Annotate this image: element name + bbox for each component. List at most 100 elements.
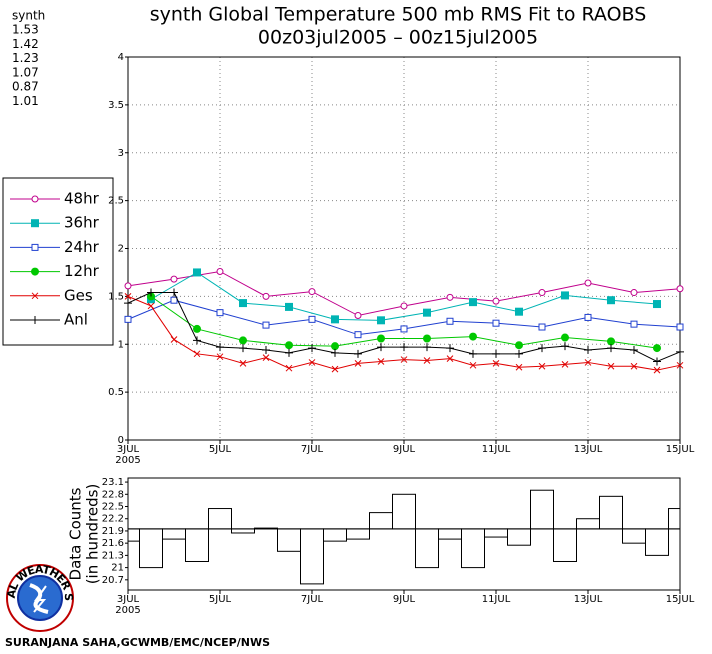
- marker: [193, 268, 201, 277]
- legend-label: 24hr: [64, 238, 100, 256]
- marker: [469, 349, 477, 358]
- count-bar: [461, 528, 485, 569]
- x-tick-label: 7JUL: [301, 444, 324, 455]
- marker: [561, 342, 569, 351]
- y-tick-label: 4: [118, 52, 124, 63]
- legend-label: 48hr: [64, 190, 100, 208]
- marker: [308, 344, 316, 353]
- x-tick-label: 9JUL: [393, 594, 416, 605]
- marker: [331, 348, 339, 357]
- marker: [676, 361, 684, 369]
- series-mean: 1.42: [12, 37, 39, 51]
- chart-title: synth Global Temperature 500 mb RMS Fit …: [150, 4, 647, 26]
- count-bar: [139, 528, 163, 569]
- series-mean: 0.87: [12, 80, 39, 94]
- marker: [584, 359, 592, 366]
- legend-marker: [31, 316, 39, 324]
- legend-label: Ges: [64, 286, 93, 304]
- marker: [561, 291, 569, 300]
- marker: [331, 365, 339, 373]
- marker: [354, 331, 362, 339]
- y-tick-label: 1.5: [108, 291, 124, 302]
- marker: [538, 362, 546, 370]
- marker: [354, 349, 362, 358]
- y-tick-label: 3.5: [108, 100, 124, 111]
- marker: [377, 358, 385, 365]
- marker: [377, 343, 385, 352]
- x-tick-label: 15JUL: [666, 444, 695, 455]
- count-bar: [484, 528, 508, 538]
- y-tick-label: 23.1: [102, 477, 124, 488]
- legend-marker: [31, 195, 39, 203]
- marker: [377, 316, 385, 325]
- legend-marker: [31, 267, 39, 276]
- x-tick-label: 3JUL: [117, 444, 140, 455]
- marker: [239, 336, 247, 345]
- marker: [400, 325, 408, 333]
- marker: [354, 312, 362, 320]
- marker: [124, 299, 132, 308]
- marker: [262, 354, 270, 362]
- marker: [193, 350, 201, 358]
- marker: [630, 320, 638, 328]
- marker: [377, 334, 385, 343]
- y-tick-label: 2: [118, 244, 124, 255]
- marker: [607, 296, 615, 305]
- series-mean: 1.53: [12, 23, 39, 37]
- count-bar: [277, 528, 301, 552]
- marker: [561, 361, 569, 368]
- x-year-label: 2005: [115, 605, 140, 616]
- marker: [630, 289, 638, 297]
- y-tick-label: 21.9: [102, 526, 124, 537]
- marker: [653, 344, 661, 353]
- x-tick-label: 9JUL: [393, 444, 416, 455]
- count-bar: [599, 495, 623, 530]
- marker: [469, 361, 477, 369]
- marker: [331, 315, 339, 324]
- model-label: synth: [12, 9, 45, 23]
- y-axis-label: (in hundreds): [84, 484, 102, 585]
- series-line: [150, 295, 658, 349]
- marker: [492, 349, 500, 358]
- y-tick-label: 21.6: [102, 538, 124, 549]
- marker: [216, 343, 224, 352]
- marker: [515, 349, 523, 358]
- count-bar: [415, 528, 439, 569]
- x-tick-label: 13JUL: [574, 594, 603, 605]
- marker: [653, 357, 661, 366]
- marker: [308, 359, 316, 366]
- legend-label: Anl: [64, 311, 88, 329]
- marker: [124, 315, 132, 323]
- count-bar: [507, 528, 531, 546]
- count-bar: [231, 528, 255, 534]
- marker: [492, 360, 500, 367]
- legend-label: 36hr: [64, 214, 100, 232]
- marker: [285, 302, 293, 311]
- marker: [538, 289, 546, 297]
- marker: [446, 355, 454, 362]
- count-bar: [392, 493, 416, 530]
- y-tick-label: 22.5: [102, 502, 124, 513]
- count-bar: [668, 508, 681, 530]
- x-tick-label: 11JUL: [482, 444, 511, 455]
- count-bar: [300, 528, 324, 585]
- count-bar: [645, 528, 669, 556]
- count-bar: [576, 518, 600, 530]
- count-bar: [127, 528, 140, 542]
- y-tick-label: 0.5: [108, 387, 124, 398]
- marker: [216, 267, 224, 275]
- x-year-label: 2005: [115, 455, 140, 466]
- plot-frame: [127, 477, 681, 591]
- marker: [492, 297, 500, 305]
- marker: [653, 366, 661, 374]
- series-mean: 1.23: [12, 51, 39, 65]
- marker: [170, 288, 178, 297]
- count-bar: [162, 528, 186, 540]
- marker: [515, 341, 523, 350]
- marker: [147, 302, 155, 310]
- marker: [446, 317, 454, 325]
- marker: [676, 323, 684, 331]
- marker: [676, 347, 684, 356]
- marker: [216, 309, 224, 317]
- x-tick-label: 13JUL: [574, 444, 603, 455]
